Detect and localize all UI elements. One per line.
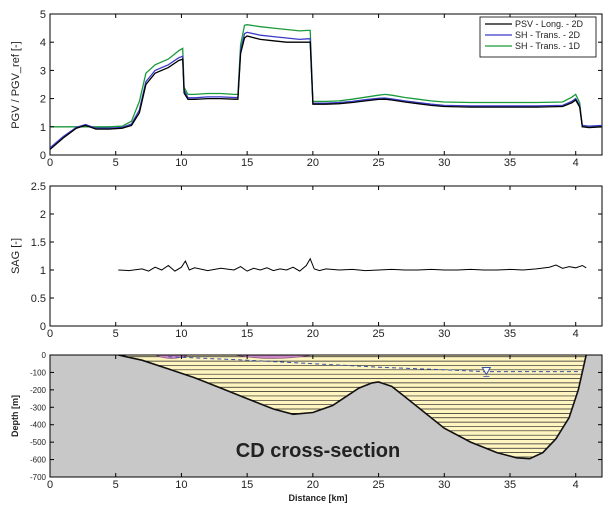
pgv-x-tick-label: 10 bbox=[175, 157, 187, 169]
xs-y-tick-label: -400 bbox=[30, 421, 47, 430]
pgv-x-tick-label: 5 bbox=[113, 157, 119, 169]
sag-y-tick-label: 0.5 bbox=[31, 293, 46, 305]
pgv-y-tick-label: 5 bbox=[40, 9, 46, 21]
pgv-x-tick-label: 35 bbox=[504, 157, 516, 169]
sag-y-axis-label: SAG [-] bbox=[10, 238, 22, 274]
xs-x-tick-label: 35 bbox=[504, 479, 516, 491]
basin-boundary-line bbox=[118, 355, 587, 460]
sag-y-tick-label: 1.5 bbox=[31, 237, 46, 249]
distance-axis-label: Distance [km] bbox=[288, 493, 347, 503]
sag-panel: 0 5 10 15 20 25 30 35 400.511.522.5 SAG [-] bbox=[10, 181, 603, 340]
pgv-x-tick-label: 0 bbox=[47, 157, 53, 169]
sag-series-line bbox=[118, 257, 587, 272]
xs-x-tick-label: 10 bbox=[175, 479, 187, 491]
pgv-y-tick-label: 1 bbox=[40, 122, 46, 134]
legend-label: PSV - Long. - 2D bbox=[515, 19, 584, 29]
sag-x-tick-label: 25 bbox=[372, 328, 384, 340]
cross-section-panel: 0 5 10 15 20 25 30 35 40-100-200-300-400-500-600… bbox=[10, 351, 603, 503]
xs-y-tick-label: -700 bbox=[30, 473, 47, 482]
sag-x-tick-label: 5 bbox=[113, 328, 119, 340]
cross-section-ticks-group: 0 5 10 15 20 25 30 35 40-100-200-300-400-500-600… bbox=[30, 351, 602, 491]
xs-y-tick-label: -600 bbox=[30, 456, 47, 465]
pgv-x-tick-label: 4 bbox=[573, 157, 579, 169]
pgv-series-line bbox=[50, 24, 602, 128]
sag-x-tick-label: 4 bbox=[573, 328, 579, 340]
legend-label: SH - Trans. - 1D bbox=[515, 41, 581, 51]
sag-x-tick-label: 10 bbox=[175, 328, 187, 340]
pgv-y-tick-label: 2 bbox=[40, 94, 46, 106]
sag-x-tick-label: 30 bbox=[438, 328, 450, 340]
cross-section-frame bbox=[49, 354, 603, 478]
pgv-y-tick-label: 0 bbox=[40, 150, 46, 162]
sag-y-tick-label: 2.5 bbox=[31, 181, 46, 193]
sag-x-tick-label: 15 bbox=[241, 328, 253, 340]
xs-x-tick-label: 4 bbox=[573, 479, 579, 491]
xs-x-tick-label: 5 bbox=[113, 479, 119, 491]
sag-y-tick-label: 0 bbox=[40, 321, 46, 333]
xs-y-tick-label: -300 bbox=[30, 403, 47, 412]
xs-y-tick-label: -100 bbox=[30, 368, 47, 377]
depth-axis-label: Depth [m] bbox=[10, 395, 20, 437]
pgv-x-tick-label: 15 bbox=[241, 157, 253, 169]
pgv-y-tick-label: 4 bbox=[40, 37, 46, 49]
sag-plot-frame bbox=[49, 185, 603, 327]
cross-section-title: CD cross-section bbox=[236, 440, 401, 462]
pgv-y-tick-label: 3 bbox=[40, 65, 46, 77]
xs-x-tick-label: 25 bbox=[372, 479, 384, 491]
sediment-basin-fill bbox=[118, 355, 587, 459]
sag-x-tick-label: 0 bbox=[47, 328, 53, 340]
pgv-x-tick-label: 20 bbox=[307, 157, 319, 169]
xs-x-tick-label: 30 bbox=[438, 479, 450, 491]
sag-x-tick-label: 35 bbox=[504, 328, 516, 340]
water-table-marker-icon bbox=[481, 367, 492, 376]
xs-y-tick-label: -500 bbox=[30, 438, 47, 447]
xs-y-tick-label: -200 bbox=[30, 386, 47, 395]
xs-y-tick-label: 0 bbox=[42, 351, 47, 360]
pgv-x-tick-label: 25 bbox=[372, 157, 384, 169]
pgv-series-group bbox=[50, 24, 602, 150]
sag-y-tick-label: 1 bbox=[40, 265, 46, 277]
sag-x-tick-label: 20 bbox=[307, 328, 319, 340]
sag-y-tick-label: 2 bbox=[40, 209, 46, 221]
pgv-series-line bbox=[50, 35, 602, 150]
legend-label: SH - Trans. - 2D bbox=[515, 30, 581, 40]
pgv-y-axis-label: PGV / PGV_ref [-] bbox=[10, 41, 22, 128]
sag-ticks-group: 0 5 10 15 20 25 30 35 400.511.522.5 bbox=[31, 181, 602, 340]
sag-series-group bbox=[118, 257, 587, 272]
pgv-x-tick-label: 30 bbox=[438, 157, 450, 169]
xs-x-tick-label: 20 bbox=[307, 479, 319, 491]
xs-x-tick-label: 0 bbox=[47, 479, 53, 491]
xs-x-tick-label: 15 bbox=[241, 479, 253, 491]
